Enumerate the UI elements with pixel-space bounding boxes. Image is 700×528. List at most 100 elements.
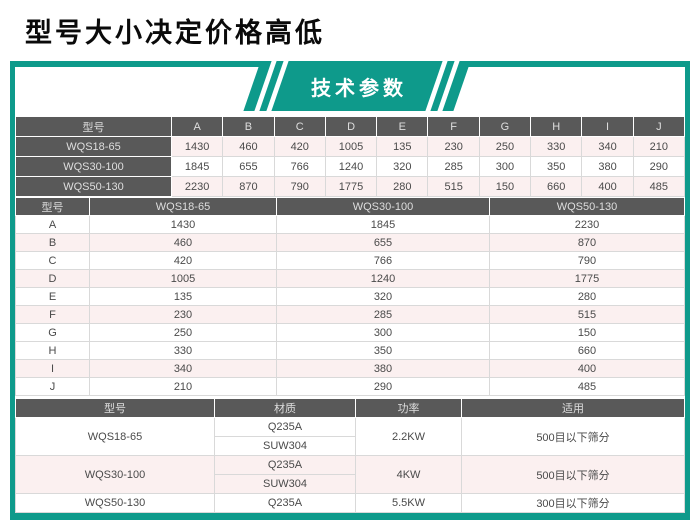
column-header: 型号 [15, 116, 172, 137]
column-header: A [170, 116, 224, 137]
column-header: I [581, 116, 634, 137]
table-row: F 230 285 515 [15, 305, 685, 324]
dimension-value: 515 [489, 305, 685, 324]
page-title: 型号大小决定价格高低 [25, 18, 325, 48]
dimension-value: 1005 [89, 269, 277, 288]
dimension-value: 230 [427, 136, 480, 157]
dimension-label: I [15, 359, 90, 378]
dimension-value: 250 [89, 323, 277, 342]
table-row: SUW304 [16, 436, 685, 456]
dimension-value: 790 [489, 251, 685, 270]
dimension-value: 290 [276, 377, 490, 396]
application-value: 500目以下筛分 [461, 417, 685, 456]
dimension-label: E [15, 287, 90, 306]
model-name: WQS30-100 [15, 455, 215, 494]
dimension-value: 515 [427, 176, 480, 197]
table-row: WQS50-130 Q235A 5.5KW 300目以下筛分 [15, 493, 685, 513]
material-value: SUW304 [214, 474, 356, 494]
table-row: A 1430 1845 2230 [15, 215, 685, 234]
column-header: D [324, 116, 378, 137]
table-row: WQS30-100 1845 655 766 1240 320 285 300 350 380 29… [15, 156, 686, 177]
banner-ribbon: 技术参数 [243, 61, 471, 111]
column-header: 功率 [355, 398, 462, 418]
tables-container: 型号 A B C D E F G H I J WQS18-65 1430 460 420 1005 135 230… [15, 116, 686, 513]
table-header-row: 型号 WQS18-65 WQS30-100 WQS50-130 [15, 197, 685, 216]
table-row: G 250 300 150 [15, 323, 685, 342]
dimension-value: 280 [376, 176, 429, 197]
dimension-value: 320 [276, 287, 490, 306]
dimension-value: 380 [581, 156, 634, 177]
column-header: B [222, 116, 275, 137]
banner-title: 技术参数 [311, 77, 407, 100]
dimension-value: 300 [276, 323, 490, 342]
dimension-value: 485 [632, 176, 686, 197]
dimension-value: 350 [530, 156, 583, 177]
table-header-row: 型号 A B C D E F G H I J [15, 116, 686, 137]
table-specifications: 型号 材质 功率 适用 WQS18-65 Q235A 2.2KW 500目以下筛分 SUW304… [15, 398, 685, 513]
dimension-value: 340 [581, 136, 634, 157]
table-header-row: 型号 材质 功率 适用 [15, 398, 685, 418]
dimension-value: 135 [89, 287, 277, 306]
power-value: 4KW [355, 455, 462, 494]
dimension-value: 330 [530, 136, 583, 157]
material-value: Q235A [214, 455, 356, 475]
model-name: WQS50-130 [15, 176, 172, 197]
dimension-label: J [15, 377, 90, 396]
dimension-value: 870 [489, 233, 685, 252]
dimension-value: 1430 [89, 215, 277, 234]
column-header: 型号 [15, 197, 90, 216]
dimension-value: 150 [478, 176, 532, 197]
dimension-value: 460 [89, 233, 277, 252]
column-header: F [427, 116, 480, 137]
dimension-value: 400 [489, 359, 685, 378]
dimension-value: 210 [632, 136, 686, 157]
table-dimensions-by-column: 型号 A B C D E F G H I J WQS18-65 1430 460 420 1005 135 230… [15, 116, 686, 197]
dimension-value: 2230 [489, 215, 685, 234]
dimension-value: 1775 [489, 269, 685, 288]
dimension-value: 330 [89, 341, 277, 360]
dimension-label: F [15, 305, 90, 324]
table-row: H 330 350 660 [15, 341, 685, 360]
dimension-value: 766 [273, 156, 326, 177]
column-header: C [273, 116, 326, 137]
dimension-value: 320 [376, 156, 429, 177]
dimension-value: 1240 [276, 269, 490, 288]
dimension-value: 400 [581, 176, 634, 197]
model-name: WQS30-100 [15, 156, 172, 177]
table-row: WQS30-100 Q235A 4KW 500目以下筛分 [15, 455, 685, 494]
dimension-label: A [15, 215, 90, 234]
dimension-label: G [15, 323, 90, 342]
dimension-value: 250 [478, 136, 532, 157]
dimension-value: 1845 [170, 156, 224, 177]
dimension-value: 1240 [324, 156, 378, 177]
content-frame: 型号 A B C D E F G H I J WQS18-65 1430 460 420 1005 135 230… [10, 61, 690, 520]
dimension-value: 660 [489, 341, 685, 360]
dimension-value: 1775 [324, 176, 378, 197]
dimension-value: 150 [489, 323, 685, 342]
dimension-value: 655 [276, 233, 490, 252]
dimension-value: 285 [276, 305, 490, 324]
table-row: WQS50-130 2230 870 790 1775 280 515 150 660 400 48… [15, 176, 686, 197]
dimension-value: 300 [478, 156, 532, 177]
dimension-value: 290 [632, 156, 686, 177]
column-header: H [530, 116, 583, 137]
dimension-label: C [15, 251, 90, 270]
dimension-value: 660 [530, 176, 583, 197]
table-row: WQS18-65 1430 460 420 1005 135 230 250 330 340 210 [15, 136, 686, 157]
dimension-value: 1430 [170, 136, 224, 157]
column-header: 适用 [461, 398, 685, 418]
table-row: SUW304 [16, 474, 685, 494]
table-dimensions-by-model: 型号 WQS18-65 WQS30-100 WQS50-130 A 1430 1845 223… [15, 197, 685, 396]
column-header: WQS50-130 [489, 197, 685, 216]
dimension-value: 2230 [170, 176, 224, 197]
column-header: E [376, 116, 429, 137]
dimension-value: 420 [89, 251, 277, 270]
column-header: 型号 [15, 398, 215, 418]
material-value: SUW304 [214, 436, 356, 456]
application-value: 500目以下筛分 [461, 455, 685, 494]
dimension-value: 1005 [324, 136, 378, 157]
material-value: Q235A [214, 493, 356, 513]
dimension-value: 350 [276, 341, 490, 360]
table-row: WQS18-65 Q235A 2.2KW 500目以下筛分 [15, 417, 685, 456]
